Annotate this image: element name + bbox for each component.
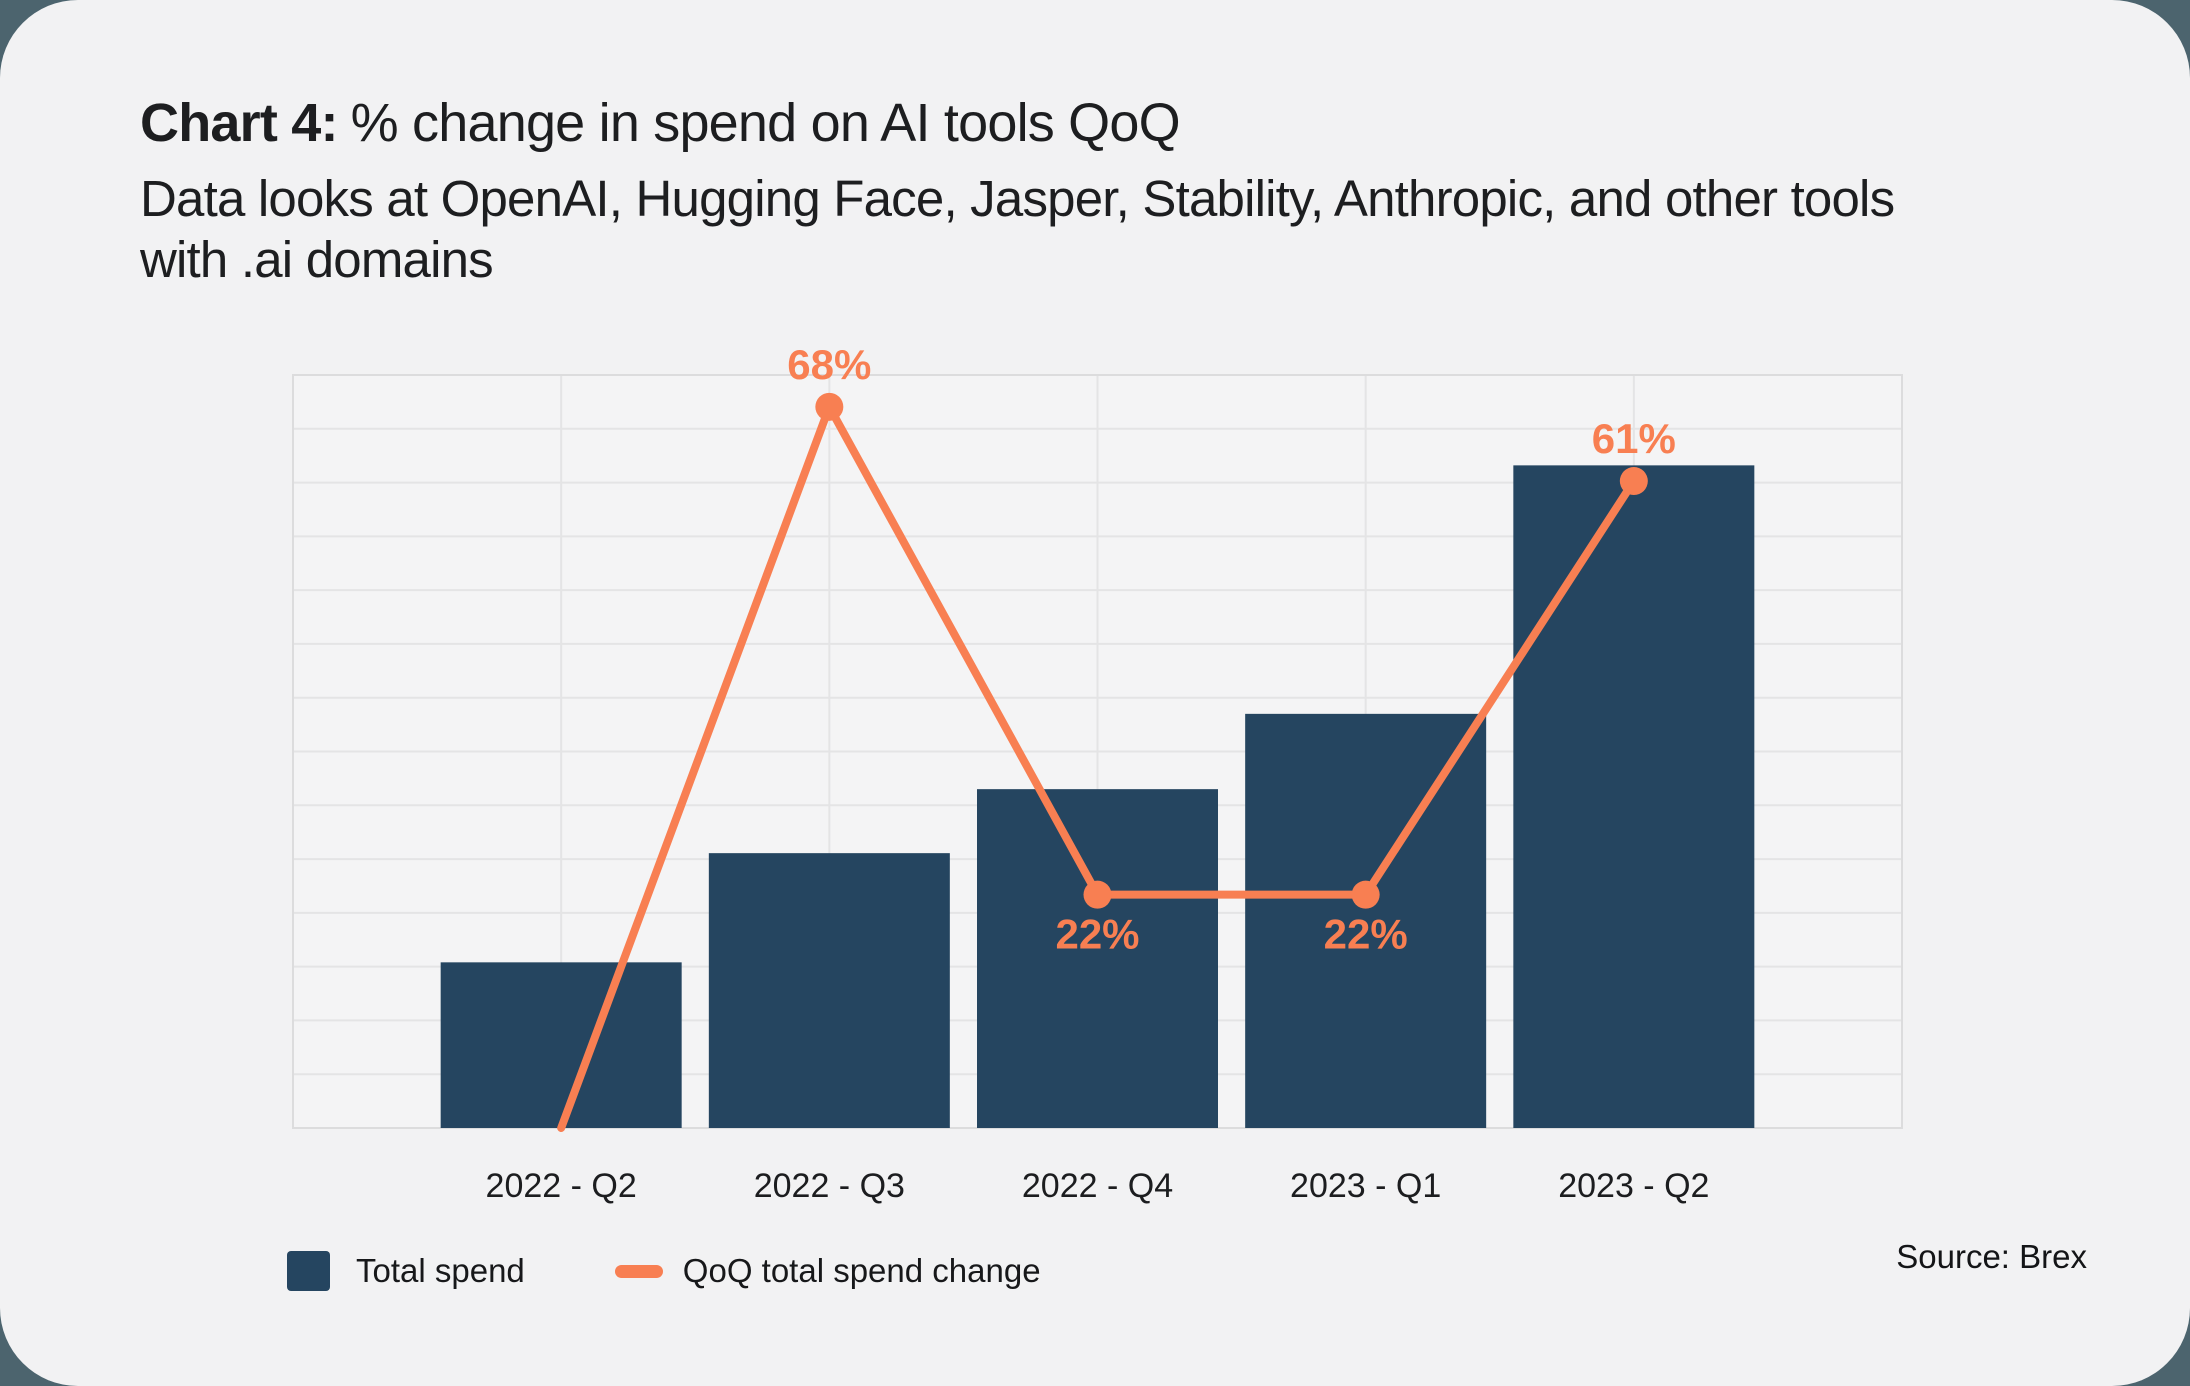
legend-item-qoq-change: QoQ total spend change: [614, 1252, 1041, 1290]
legend-label-qoq-change: QoQ total spend change: [682, 1252, 1041, 1289]
line-label-2023-q2: 61%: [1592, 415, 1676, 462]
total-spend-bars: [440, 465, 1755, 1128]
legend-label-total-spend: Total spend: [356, 1252, 525, 1289]
combo-chart: 68% 22% 22% 61%: [292, 341, 1903, 1132]
x-axis-label-2022-q2: 2022 - Q2: [485, 1167, 637, 1205]
plot-area: 68% 22% 22% 61%: [292, 341, 1903, 1132]
page-title-rest: % change in spend on AI tools QoQ: [350, 93, 1181, 153]
page-title: Chart 4:% change in spend on AI tools Qo…: [140, 92, 1181, 154]
page-subtitle: Data looks at OpenAI, Hugging Face, Jasp…: [140, 168, 1895, 290]
page-title-prefix: Chart 4:: [140, 93, 338, 153]
qoq-change-line-series: 68% 22% 22% 61%: [557, 341, 1676, 1132]
bar-swatch-icon: [287, 1251, 330, 1291]
line-label-2023-q1: 22%: [1324, 911, 1408, 958]
x-axis-label-2022-q4: 2022 - Q4: [1021, 1167, 1174, 1205]
line-marker-2023-q1: [1351, 880, 1380, 909]
line-marker-2022-q4: [1083, 880, 1112, 909]
x-axis-label-2023-q2: 2023 - Q2: [1558, 1167, 1710, 1205]
x-axis-label-2023-q1: 2023 - Q1: [1290, 1167, 1442, 1205]
page-subtitle-line-1: Data looks at OpenAI, Hugging Face, Jasp…: [140, 170, 1895, 227]
line-swatch-icon: [614, 1264, 663, 1278]
x-axis-labels: 2022 - Q2 2022 - Q3 2022 - Q4 2023 - Q1 2023…: [293, 1167, 1902, 1211]
bar-2022-q3: [708, 853, 950, 1128]
legend: Total spend QoQ total spend change: [287, 1248, 1041, 1294]
bar-2022-q4: [977, 789, 1218, 1128]
line-label-2022-q3: 68%: [787, 341, 871, 388]
x-axis-label-2022-q3: 2022 - Q3: [753, 1167, 905, 1205]
line-label-2022-q4: 22%: [1055, 911, 1139, 958]
bar-2023-q1: [1245, 713, 1487, 1128]
bar-2022-q2: [440, 962, 682, 1128]
page-subtitle-line-2: with .ai domains: [140, 231, 494, 288]
legend-item-total-spend: Total spend: [287, 1251, 525, 1291]
bar-2023-q2: [1513, 465, 1755, 1128]
line-marker-2023-q2: [1619, 467, 1648, 496]
source-attribution: Source: Brex: [1896, 1238, 2087, 1275]
line-marker-2022-q3: [815, 392, 844, 421]
